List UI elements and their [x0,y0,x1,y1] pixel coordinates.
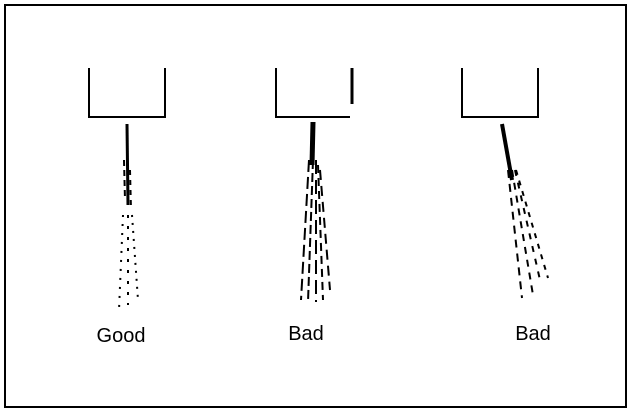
nozzle-bad-2 [461,68,549,299]
label-good: Good [97,325,146,347]
nozzle-good [88,68,166,311]
label-bad: Bad [288,323,324,345]
label-bad: Bad [515,323,551,345]
nozzle-bad-1 [275,68,354,303]
